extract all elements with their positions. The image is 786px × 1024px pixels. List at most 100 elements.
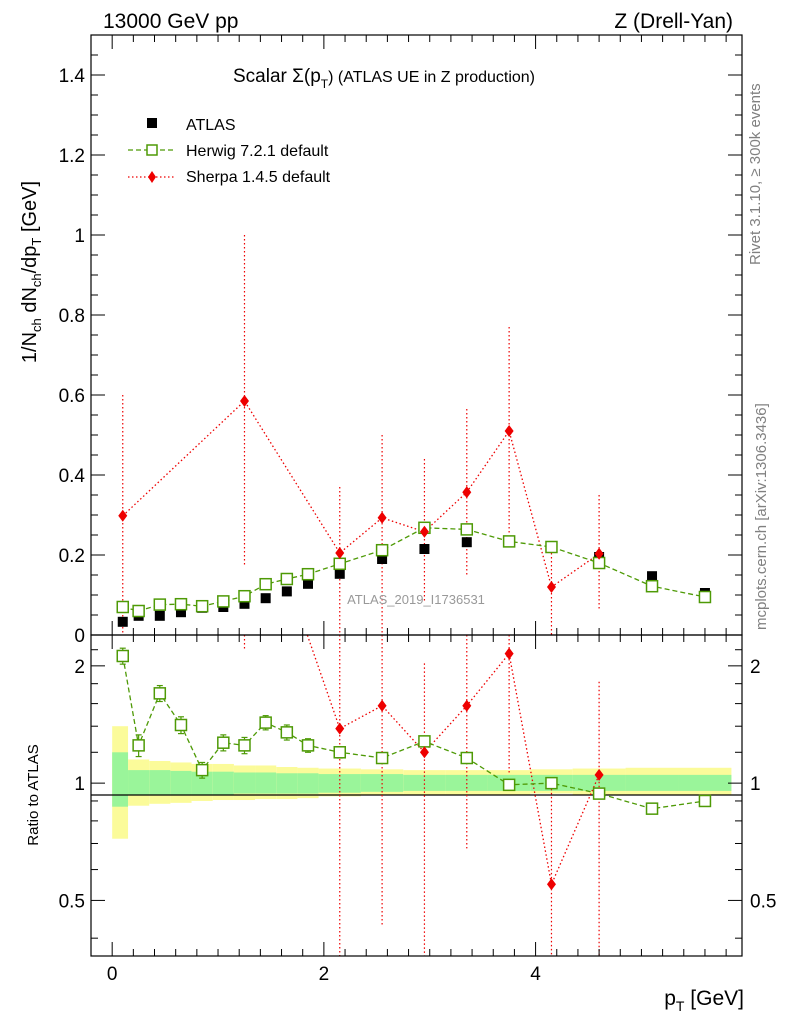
herwig-ratio-point [217,736,230,749]
ratio-y-tick-label: 1 [74,774,85,795]
ratio-band-inner [276,773,298,794]
ratio-y-tick-label-right: 0.5 [750,891,776,912]
sherpa-main-point [504,425,514,437]
sherpa-main-point [118,509,128,522]
atlas-data-point [117,616,128,627]
ratio-y-axis-label: Ratio to ATLAS [25,744,42,845]
main-y-tick-label: 0.8 [59,306,85,327]
herwig-main-point [645,579,659,593]
atlas-data-point [260,593,271,604]
herwig-main-point [195,599,209,613]
sherpa-main-point [462,486,472,499]
ratio-ticks: 0.5 0.5 1 1 2 2 [59,649,776,939]
ratio-y-tick-label: 0.5 [59,891,85,912]
ratio-y-tick-label-right: 1 [750,774,761,795]
herwig-ratio-point [418,735,431,748]
atlas-data-point [647,571,658,582]
sherpa-ratio-point [594,768,604,781]
herwig-ratio-point [153,687,167,700]
main-y-tick-label: 1 [74,226,85,247]
main-y-tick-label: 1.4 [59,66,86,87]
herwig-ratio-point [301,739,315,752]
atlas-data-point [419,544,430,554]
mcplots-label: mcplots.cern.ch [arXiv:1306.3436] [753,403,770,630]
herwig-main-point [333,557,347,571]
x-tick-label: 2 [319,964,330,985]
main-series [116,235,712,635]
sherpa-main-point [335,547,345,559]
sherpa-ratio-point [504,647,514,660]
ratio-plot-frame [90,634,743,957]
x-axis-label: pT [GeV] [664,987,744,1014]
main-y-axis-label: 1/Nch dNch/dpT [GeV] [19,181,44,363]
sherpa-ratio-point [335,722,345,735]
herwig-ratio-point [545,776,558,790]
sherpa-main-line [122,399,600,589]
herwig-ratio-point [375,751,389,765]
main-ticks: 0 0.2 0.4 0.6 0.8 1 1.2 1.4 [59,54,742,647]
sherpa-main-point [594,547,604,560]
legend-herwig-label: Herwig 7.2.1 default [186,143,329,160]
herwig-ratio-point [333,746,347,759]
atlas-data-point [334,568,345,579]
herwig-main-point [238,589,251,603]
plot-title-prefix: Scalar Σ(p [233,66,321,87]
analysis-watermark: ATLAS_2019_I1736531 [347,592,485,607]
ratio-band-inner [170,770,192,796]
herwig-main-point [116,600,130,614]
sherpa-main-point [546,581,556,593]
ratio-band-inner [233,772,256,794]
ratio-y-tick-label-right: 2 [750,657,761,678]
main-y-tick-label: 0 [74,626,85,647]
herwig-ratio-point [460,751,474,765]
sherpa-main-point [377,511,387,524]
sherpa-ratio-point [462,699,472,712]
herwig-ratio-point [132,739,145,752]
ratio-series [116,635,712,956]
herwig-main-point [153,598,167,611]
atlas-data-point [281,586,292,597]
main-y-tick-label: 0.2 [59,546,85,567]
legend-sherpa-marker [148,171,156,183]
atlas-data-point [175,607,186,618]
legend-sherpa-label: Sherpa 1.4.5 default [186,169,331,186]
legend: ATLAS Herwig 7.2.1 default Sherpa 1.4.5 … [128,117,331,186]
herwig-ratio-point [698,794,712,808]
header-energy: 13000 GeV pp [103,10,238,33]
legend-atlas-marker [147,118,157,128]
ratio-band-inner [112,752,129,807]
herwig-ratio-point [238,739,251,752]
herwig-ratio-point [195,763,209,777]
ratio-band-inner [149,770,171,796]
atlas-data-point [303,578,313,589]
x-tick-label: 4 [530,964,541,985]
herwig-main-point [460,523,474,536]
herwig-ratio-point [280,726,294,739]
rivet-label: Rivet 3.1.10, ≥ 300k events [747,83,764,265]
ratio-band-inner [128,770,150,796]
sherpa-ratio-point [377,699,387,712]
atlas-data-point [461,537,472,548]
sherpa-ratio-point [546,878,556,891]
ratio-band-inner [678,774,732,791]
main-y-tick-label: 0.6 [59,386,85,407]
herwig-ratio-point [174,718,188,732]
herwig-ratio-point [502,778,516,792]
plot-title-suffix: ) (ATLAS UE in Z production) [328,69,535,86]
ratio-band-inner [191,771,213,795]
atlas-data-point [154,610,165,621]
plot-title: Scalar Σ(pT) (ATLAS UE in Z production) [233,66,535,91]
atlas-data-point [377,554,388,564]
x-ticks: 0 2 4 [90,35,727,985]
sherpa-ratio-line [306,635,600,887]
ratio-band-inner [297,773,319,794]
ratio-y-tick-label: 2 [74,657,85,678]
herwig-main-point [545,540,558,554]
herwig-main-point [375,543,389,557]
herwig-ratio-point [116,649,130,663]
x-tick-label: 0 [107,964,118,985]
ratio-band-inner [403,774,446,791]
main-y-tick-label: 1.2 [59,146,85,167]
herwig-ratio-point [645,802,659,815]
